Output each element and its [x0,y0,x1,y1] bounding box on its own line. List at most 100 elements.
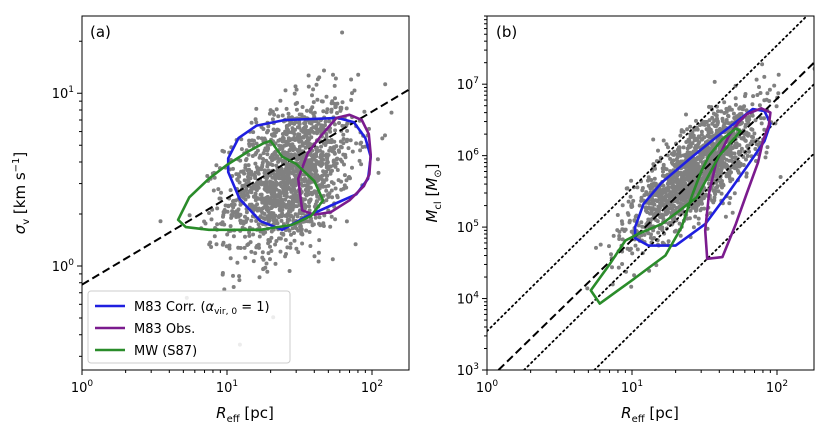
data-point [694,161,699,166]
y-tick-label: 101 [52,85,74,102]
data-point [249,172,253,177]
data-point [256,168,261,173]
data-point [296,228,301,233]
data-point [279,169,283,174]
data-point [671,187,676,192]
data-point [733,102,738,107]
data-point [630,204,635,209]
data-point [727,171,732,176]
data-point [671,183,676,188]
data-point [323,123,327,128]
data-point [275,169,280,174]
data-point [737,106,742,111]
data-point [324,94,329,99]
data-point [280,113,285,118]
contour-mw-s87 [176,139,325,232]
data-point [292,238,297,243]
data-point [281,180,285,185]
data-point [668,190,673,195]
data-point [256,135,261,140]
x-ticks: 100 101 102 [71,370,383,396]
data-point [321,157,326,162]
data-point [262,197,267,202]
data-point [598,242,603,247]
data-point [717,127,722,132]
y-label-sub: v [21,219,32,225]
data-point [249,202,254,207]
data-point [265,164,270,169]
data-point [295,214,300,219]
data-point [679,193,684,198]
data-point [694,207,699,212]
data-point [747,149,751,154]
data-point [645,206,649,211]
data-point [685,127,690,132]
data-point [664,142,669,147]
data-point [684,188,689,193]
data-point [675,159,680,164]
data-point [246,194,251,199]
data-point [207,211,211,215]
data-point [282,204,287,209]
data-point [702,135,707,140]
data-point [339,187,344,192]
legend-label-sub: vir, 0 [214,307,237,317]
data-point [656,148,660,153]
data-point [649,183,654,188]
x-label-unit: [pc] [240,404,274,422]
data-point [278,208,282,213]
data-point [616,265,621,270]
data-point [238,218,243,223]
data-point [620,221,625,226]
data-point [625,246,630,251]
data-point [719,183,724,188]
data-point [663,195,668,200]
data-point [305,164,310,169]
data-point [253,176,258,180]
dotted-line-3 [593,152,814,370]
data-point [666,185,671,189]
data-point [237,274,242,279]
data-point [778,175,783,179]
data-point [359,162,364,167]
data-point [327,164,332,169]
data-point [311,222,316,227]
data-point [307,230,312,234]
data-point [187,213,192,218]
data-point [327,148,332,153]
data-point [291,178,295,183]
data-point [235,209,240,214]
data-point [279,218,284,223]
data-point [728,179,733,184]
data-point [324,162,329,167]
x-ticks: 100 101 102 [476,370,788,396]
data-point [296,250,301,255]
data-point [212,175,217,180]
x-tick-label: 100 [71,379,94,396]
data-point [243,165,248,170]
data-point [261,157,265,161]
data-point [688,177,693,182]
data-point [733,96,738,101]
data-point [242,171,247,176]
data-point [707,104,711,109]
data-point [319,163,324,168]
data-point [292,173,297,178]
data-point [333,96,337,101]
data-point [747,117,752,122]
data-point [320,173,325,178]
data-point [689,205,694,209]
data-point [639,220,644,225]
data-point [231,234,236,239]
data-point [765,145,770,150]
data-point [655,199,660,204]
data-point [279,231,284,236]
data-point [296,132,301,137]
data-point [348,176,352,181]
data-point [735,168,740,173]
data-point [742,104,747,109]
data-point [620,237,625,242]
data-point [270,153,275,158]
data-point [333,164,338,169]
data-point [254,188,259,193]
